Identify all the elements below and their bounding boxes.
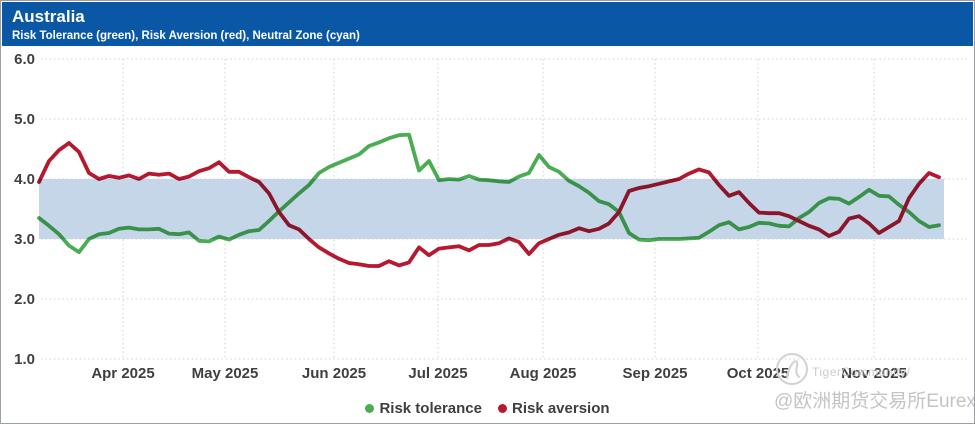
legend-item-risk-aversion[interactable]: Risk aversion	[497, 399, 610, 417]
x-tick-label: Aug 2025	[510, 365, 577, 382]
x-tick-label: Nov 2025	[841, 365, 907, 382]
y-tick-label: 5.0	[14, 111, 35, 128]
y-tick-label: 1.0	[14, 351, 35, 368]
chart-legend: Risk tolerance Risk aversion	[1, 398, 974, 418]
legend-label: Risk tolerance	[379, 399, 482, 417]
legend-item-risk-tolerance[interactable]: Risk tolerance	[365, 400, 482, 417]
risk-aversion-dot-icon	[497, 403, 507, 413]
x-tick-label: Sep 2025	[622, 365, 687, 382]
page-subtitle: Risk Tolerance (green), Risk Aversion (r…	[12, 30, 360, 42]
neutral-zone-band	[39, 179, 944, 239]
y-tick-label: 6.0	[14, 51, 35, 68]
page-title: Australia	[12, 7, 85, 26]
x-tick-label: Jun 2025	[302, 365, 366, 382]
y-tick-label: 3.0	[14, 231, 35, 248]
series-line-risk-tolerance	[37, 132, 941, 255]
x-tick-label: May 2025	[192, 365, 259, 382]
risk-tolerance-dot-icon	[365, 403, 375, 413]
x-tick-label: Apr 2025	[91, 365, 154, 382]
chart-header: Australia Risk Tolerance (green), Risk A…	[2, 2, 973, 46]
x-tick-label: Oct 2025	[727, 365, 790, 382]
series-line-risk-aversion	[37, 141, 941, 268]
legend-label: Risk aversion	[511, 399, 610, 417]
y-tick-label: 4.0	[14, 171, 35, 188]
y-tick-label: 2.0	[14, 291, 35, 308]
x-tick-label: Jul 2025	[408, 365, 467, 382]
